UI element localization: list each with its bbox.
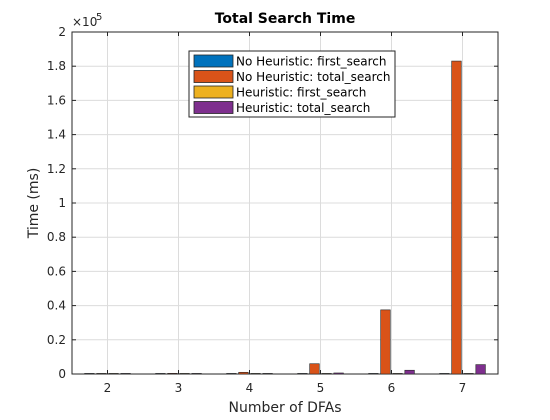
x-tick-label: 7 xyxy=(459,381,467,395)
bar xyxy=(108,373,119,375)
bar xyxy=(120,373,131,375)
chart-title: Total Search Time xyxy=(215,11,356,27)
bar xyxy=(463,373,474,375)
bars xyxy=(84,60,486,375)
bar xyxy=(238,371,249,375)
bar xyxy=(380,309,391,375)
x-tick-label: 4 xyxy=(246,381,254,395)
bar xyxy=(368,373,379,375)
y-tick-label: 0 xyxy=(58,367,66,381)
bar xyxy=(309,363,320,375)
y-tick-label: 0.4 xyxy=(47,299,66,313)
y-exponent-power: 5 xyxy=(96,12,102,23)
legend-label: No Heuristic: first_search xyxy=(236,55,386,69)
y-tick-label: 1.2 xyxy=(47,162,66,176)
ticks: 0 0.2 0.4 0.6 0.8 1 1.2 1.4 1.6 1.8 2 2 3 4 5 6 7 xyxy=(47,25,498,395)
legend-swatch xyxy=(193,85,234,99)
bar xyxy=(262,373,273,375)
y-tick-label: 1.8 xyxy=(47,59,66,73)
x-tick-label: 2 xyxy=(104,381,112,395)
legend-swatch xyxy=(193,54,234,68)
bar xyxy=(226,373,237,375)
y-tick-label: 0.2 xyxy=(47,333,66,347)
x-tick-label: 5 xyxy=(317,381,325,395)
bar xyxy=(179,373,190,375)
bar xyxy=(167,373,178,375)
bar xyxy=(191,373,202,375)
bar xyxy=(439,373,450,375)
bar xyxy=(451,60,462,375)
legend-label: Heuristic: total_search xyxy=(236,101,370,115)
bar xyxy=(321,373,332,375)
y-exponent-base: ×10 xyxy=(72,15,97,29)
bar xyxy=(84,373,95,375)
bar xyxy=(297,373,308,375)
y-tick-label: 1 xyxy=(58,196,66,210)
x-tick-label: 6 xyxy=(388,381,396,395)
legend-swatch xyxy=(193,70,234,83)
y-tick-label: 1.6 xyxy=(47,93,66,107)
bar xyxy=(250,373,261,375)
legend-label: Heuristic: first_search xyxy=(236,86,366,100)
bar xyxy=(475,364,486,375)
y-tick-label: 0.8 xyxy=(47,230,66,244)
y-axis-exponent: ×10 5 xyxy=(72,12,102,29)
y-axis-label: Time (ms) xyxy=(26,168,42,240)
bar xyxy=(333,372,344,375)
x-axis-label: Number of DFAs xyxy=(228,400,341,416)
legend-label: No Heuristic: total_search xyxy=(236,70,390,84)
y-tick-label: 0.6 xyxy=(47,264,66,278)
bar xyxy=(96,373,107,375)
bar xyxy=(404,369,415,375)
x-tick-label: 3 xyxy=(175,381,183,395)
legend-swatch xyxy=(193,101,234,114)
y-tick-label: 1.4 xyxy=(47,128,66,142)
bar xyxy=(392,373,403,375)
bar xyxy=(155,373,166,375)
y-tick-label: 2 xyxy=(58,25,66,39)
